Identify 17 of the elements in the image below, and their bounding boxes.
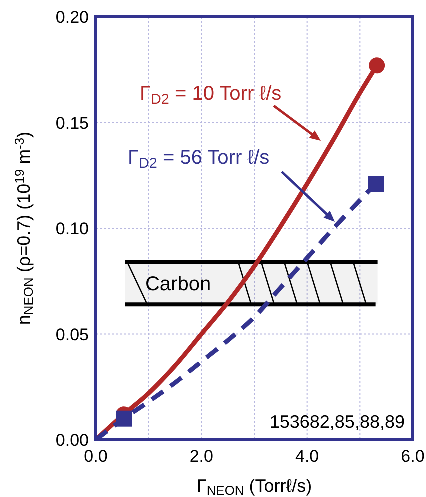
text: Γ$_{D2}$ = 10 Torr ℓ/s — [140, 83, 282, 108]
y-tick-label: 0.00 — [56, 431, 89, 450]
x-tick-label: 6.0 — [401, 447, 425, 466]
point — [368, 176, 384, 192]
y-tick-label: 0.15 — [56, 114, 89, 133]
y-tick-label: 0.05 — [56, 325, 89, 344]
y-tick-label: 0.10 — [56, 220, 89, 238]
y-tick-label: 0.20 — [56, 8, 89, 27]
x-tick-label: 4.0 — [296, 447, 320, 466]
x-axis-title: Γ$_{NEON}$ (Torrℓ/s) — [196, 476, 312, 497]
band-label: Carbon — [145, 273, 212, 296]
x-tick-label: 2.0 — [190, 447, 214, 466]
x-tick-label: 0.0 — [84, 447, 108, 466]
point — [116, 410, 132, 427]
text: Γ$_{D2}$ = 56 Torr ℓ/s — [128, 147, 270, 172]
point — [369, 58, 386, 74]
annotation: 153682,85,88,89 — [270, 412, 405, 432]
